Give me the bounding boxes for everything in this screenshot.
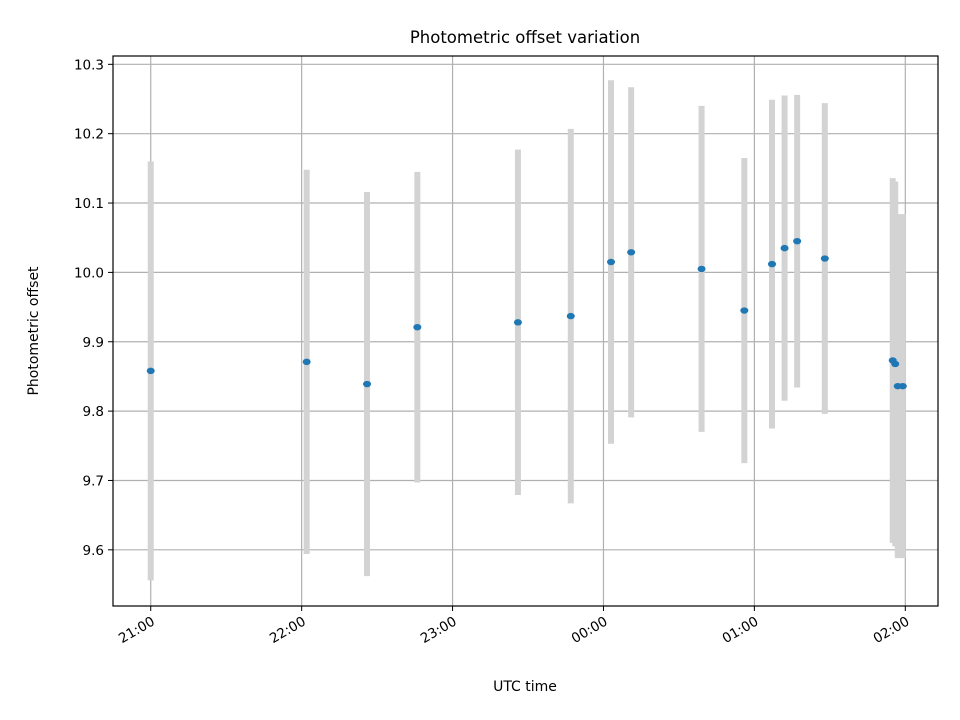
data-point <box>793 237 802 245</box>
y-tick-label: 10.0 <box>74 265 104 281</box>
y-tick-label: 9.7 <box>83 473 104 489</box>
data-point <box>740 307 749 314</box>
y-axis-label: Photometric offset <box>26 266 42 396</box>
data-point <box>302 358 311 366</box>
data-point <box>607 258 616 266</box>
data-point <box>780 244 789 252</box>
data-point <box>767 260 776 268</box>
y-tick-label: 9.9 <box>83 335 104 351</box>
y-tick-label: 10.2 <box>74 127 104 143</box>
data-point <box>413 323 422 331</box>
y-tick-label: 10.1 <box>74 196 104 212</box>
marker-layer <box>146 237 907 390</box>
data-point <box>820 255 829 262</box>
data-point <box>891 360 900 368</box>
data-point <box>697 265 706 273</box>
data-point <box>566 312 575 320</box>
x-axis-label: UTC time <box>493 679 557 695</box>
data-point <box>146 367 155 375</box>
y-tick-label: 9.6 <box>83 543 104 559</box>
y-tick-label: 10.3 <box>74 57 104 73</box>
data-point <box>363 380 372 388</box>
data-point <box>898 382 907 390</box>
plot-frame <box>112 55 939 607</box>
y-tick-label: 9.8 <box>83 404 104 420</box>
data-point <box>513 319 522 326</box>
chart-title: Photometric offset variation <box>410 28 640 47</box>
data-point <box>627 249 636 256</box>
